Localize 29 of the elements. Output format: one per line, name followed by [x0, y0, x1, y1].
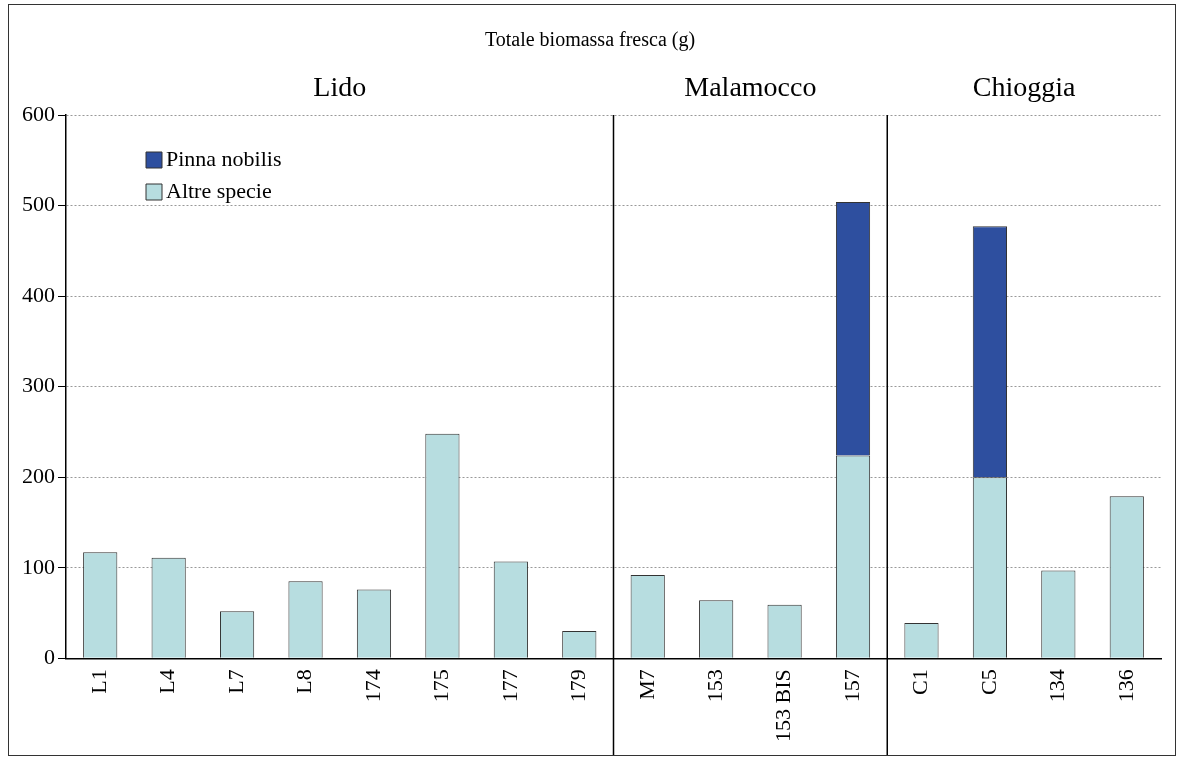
- y-tick-label: 200: [22, 462, 55, 488]
- x-tick-label: L8: [291, 669, 317, 694]
- x-tick-label: L1: [86, 669, 111, 694]
- text: Malamocco: [684, 71, 817, 103]
- x-tick-label: 153 BIS: [770, 669, 796, 743]
- x-tick-label: 177: [496, 669, 522, 703]
- x-tick-label: 175: [428, 669, 454, 703]
- x-tick-label: L7: [222, 669, 248, 694]
- x-tick-label: C5: [975, 669, 1001, 695]
- x-tick-label: L4: [154, 669, 180, 694]
- y-tick-label: 600: [22, 100, 55, 126]
- text: Lido: [313, 71, 367, 103]
- y-tick-label: 500: [22, 191, 55, 217]
- y-tick-label: 0: [44, 644, 55, 670]
- chart-title: Totale biomassa fresca (g): [484, 28, 696, 52]
- y-tick-label: 400: [22, 281, 55, 307]
- text: Chioggia: [972, 71, 1077, 103]
- legend-label: Pinna nobilis: [166, 145, 282, 171]
- y-tick-label: 100: [22, 553, 55, 579]
- legend-label: Altre specie: [166, 177, 272, 203]
- x-tick-label: 174: [359, 669, 385, 703]
- x-tick-label: 134: [1044, 669, 1070, 703]
- x-tick-label: C1: [907, 669, 933, 695]
- y-tick-label: 300: [22, 372, 55, 398]
- x-tick-label: M7: [633, 669, 659, 700]
- x-tick-label: 136: [1112, 669, 1138, 703]
- x-tick-label: 157: [838, 669, 864, 703]
- x-tick-label: 179: [565, 669, 591, 703]
- x-tick-label: 153: [701, 669, 727, 703]
